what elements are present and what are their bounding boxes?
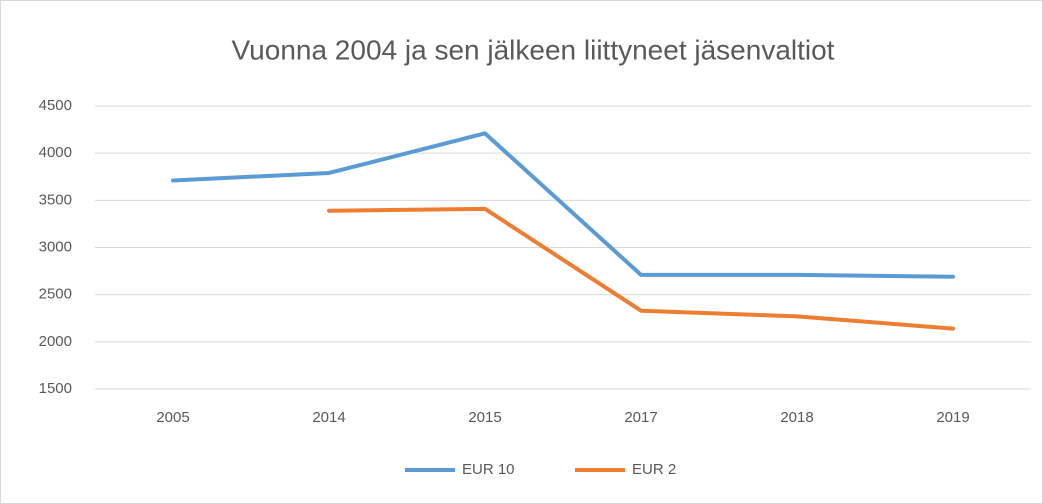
y-tick-label: 3500 xyxy=(39,191,72,208)
x-tick-label: 2019 xyxy=(936,409,969,426)
x-tick-label: 2005 xyxy=(156,409,189,426)
series-line xyxy=(327,206,955,331)
x-tick-label: 2015 xyxy=(468,409,501,426)
x-tick-label: 2014 xyxy=(312,409,345,426)
y-tick-label: 4000 xyxy=(39,144,72,161)
x-tick-label: 2017 xyxy=(624,409,657,426)
y-tick-label: 2500 xyxy=(39,286,72,303)
x-tick-label: 2018 xyxy=(780,409,813,426)
y-tick-label: 2000 xyxy=(39,333,72,350)
legend-label: EUR 10 xyxy=(462,461,515,478)
y-tick-label: 4500 xyxy=(39,97,72,114)
y-tick-label: 1500 xyxy=(39,380,72,397)
series-line xyxy=(171,131,955,279)
y-tick-label: 3000 xyxy=(39,238,72,255)
chart-title: Vuonna 2004 ja sen jälkeen liittyneet jä… xyxy=(232,34,835,65)
legend-label: EUR 2 xyxy=(632,461,676,478)
